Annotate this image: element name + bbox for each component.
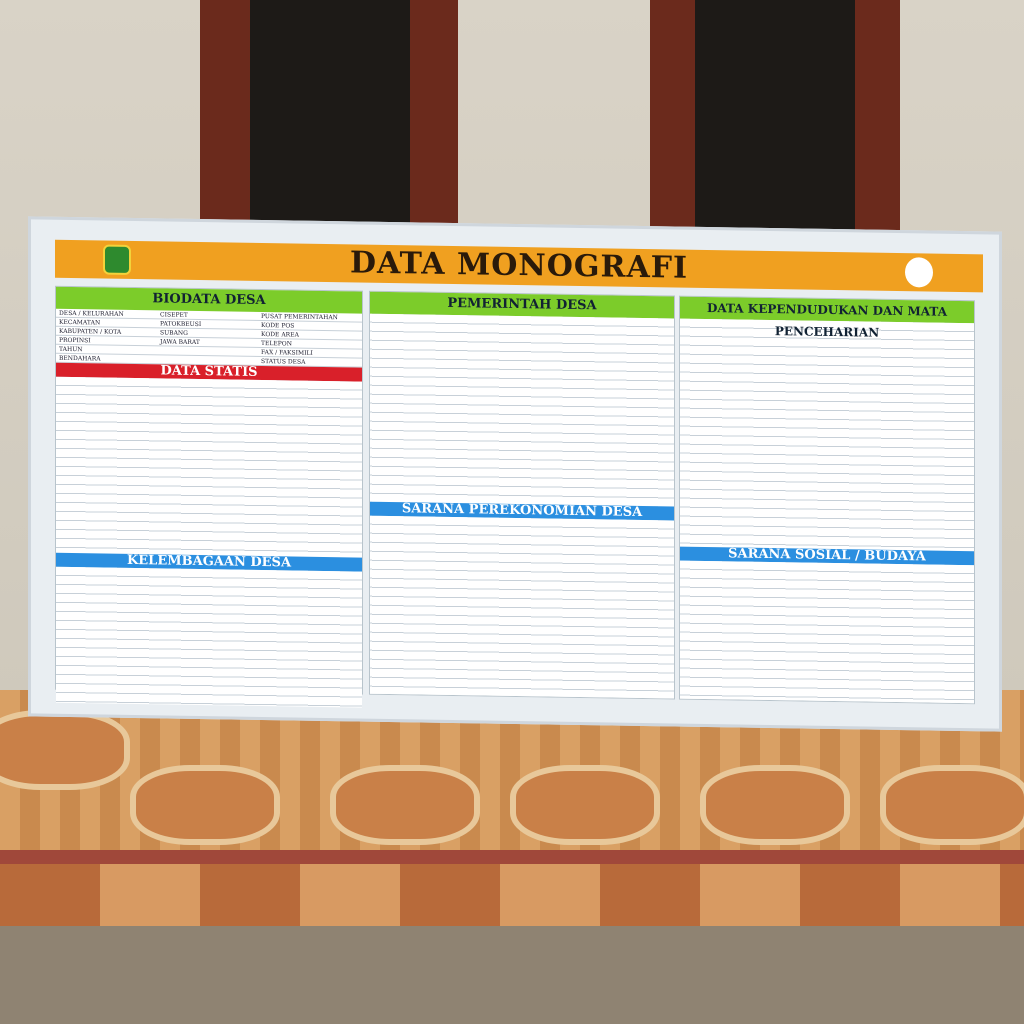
column-middle: PEMERINTAH DESA SARANA PEREKONOMIAN DESA xyxy=(369,290,675,700)
kependudukan-header: DATA KEPENDUDUKAN DAN MATA PENCEHARIAN xyxy=(680,296,974,340)
table-cell: PATOKBEUSI xyxy=(160,320,202,329)
title-text: DATA MONOGRAFI xyxy=(349,245,689,286)
pemerintah-table xyxy=(370,313,674,507)
table-cell xyxy=(160,346,261,356)
monografi-board: DATA MONOGRAFI BIODATA DESA DESA / KELUR… xyxy=(28,216,1002,732)
sarana-ekonomi-table xyxy=(370,515,674,699)
table-cell: STATUS DESA xyxy=(261,358,306,366)
ministry-logo-icon xyxy=(905,257,933,288)
table-cell: TELEPON xyxy=(261,340,292,348)
table-cell: TAHUN xyxy=(59,345,83,354)
data-statis-table xyxy=(56,376,362,558)
table-cell: PUSAT PEMERINTAHAN xyxy=(261,313,338,322)
window-right xyxy=(650,0,900,240)
sarana-sosial-table xyxy=(680,560,974,704)
window-left xyxy=(200,0,458,240)
table-cell: CISEPET xyxy=(160,311,188,319)
ground xyxy=(0,926,1024,1024)
bench-riser xyxy=(0,864,1024,926)
table-cell: SUBANG xyxy=(160,329,188,337)
bench-edge xyxy=(0,850,1024,864)
table-cell: KABUPATEN / KOTA xyxy=(59,327,122,336)
regency-emblem-icon xyxy=(103,244,131,275)
kelembagaan-table xyxy=(56,566,362,708)
table-cell: DESA / KELURAHAN xyxy=(59,309,124,318)
column-right: DATA KEPENDUDUKAN DAN MATA PENCEHARIAN S… xyxy=(679,295,975,705)
table-cell: FAX / FAKSIMILI xyxy=(261,349,313,357)
kependudukan-table xyxy=(680,318,974,552)
board-title: DATA MONOGRAFI xyxy=(55,239,983,293)
table-cell: PROPINSI xyxy=(59,336,91,345)
table-cell: BENDAHARA xyxy=(59,354,101,363)
biodata-table: DESA / KELURAHAN CISEPET PUSAT PEMERINTAHA… xyxy=(56,308,362,368)
table-cell: KODE POS xyxy=(261,322,295,330)
table-cell: KECAMATAN xyxy=(59,318,101,327)
column-left: BIODATA DESA DESA / KELURAHAN CISEPET PUSA… xyxy=(55,285,363,708)
table-cell: KODE AREA xyxy=(261,331,299,339)
table-cell: JAWA BARAT xyxy=(160,338,200,347)
